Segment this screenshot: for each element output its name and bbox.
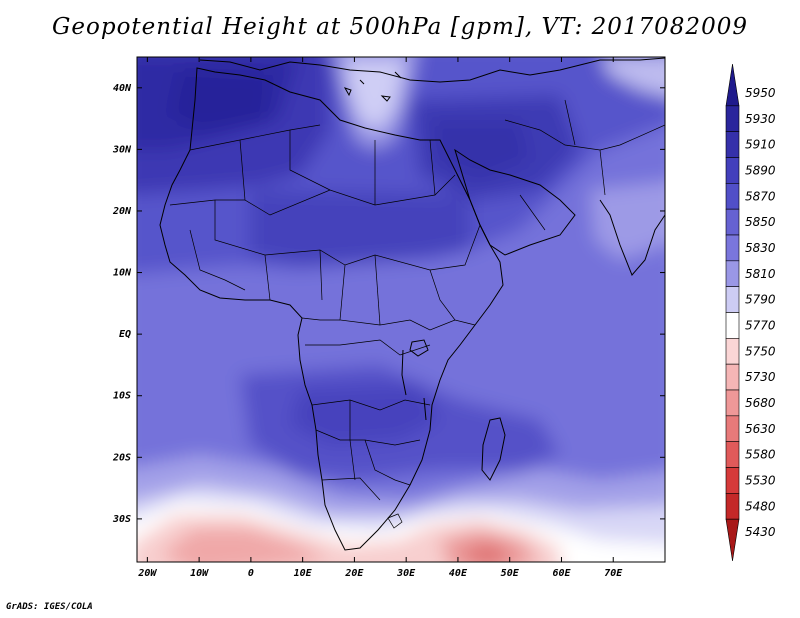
- geopotential-field: [137, 57, 665, 562]
- longitude-axis: 20W 10W 0 10E 20E 30E 40E 50E 60E 70E: [137, 57, 623, 579]
- colorbar-label: 5790: [745, 293, 776, 307]
- lon-tick-label: 70E: [604, 568, 623, 579]
- colorbar-swatch: [725, 131, 740, 158]
- lon-tick-label: 0: [248, 568, 254, 579]
- coastlines: [159, 57, 665, 551]
- colorbar-swatch: [725, 493, 740, 520]
- colorbar-label: 5850: [745, 215, 776, 229]
- colorbar-label: 5830: [745, 241, 776, 255]
- lat-tick-label: 20S: [112, 452, 131, 463]
- colorbar-swatch: [725, 234, 740, 262]
- colorbar-label: 5630: [745, 422, 776, 436]
- lake-malawi: [423, 397, 427, 421]
- colorbar-swatch: [725, 467, 740, 494]
- colorbar-swatch: [725, 363, 740, 391]
- arabia-coastline: [454, 148, 576, 256]
- colorbar-label: 5770: [745, 318, 776, 332]
- map-title: Geopotential Height at 500hPa [gpm], VT:…: [52, 14, 748, 40]
- lon-tick-label: 60E: [552, 568, 571, 579]
- madagascar: [481, 417, 506, 481]
- lat-tick-label: EQ: [119, 329, 131, 340]
- country-borders: [169, 99, 665, 529]
- map-frame: [136, 56, 666, 563]
- lon-tick-label: 10E: [294, 568, 313, 579]
- colorbar-label: 5730: [745, 370, 776, 384]
- latitude-axis: 40N 30N 20N 10N EQ 10S 20S 30S: [112, 83, 665, 525]
- colorbar-swatch: [725, 63, 740, 107]
- lat-tick-label: 40N: [113, 83, 132, 94]
- colorbar-label: 5750: [745, 344, 776, 358]
- lon-tick-label: 20E: [344, 568, 364, 579]
- colorbar-label: 5910: [745, 138, 776, 152]
- colorbar-label: 5870: [745, 189, 776, 203]
- lon-tick-label: 10W: [190, 568, 209, 579]
- europe-coastline: [199, 57, 665, 83]
- colorbar-swatch: [725, 286, 740, 313]
- colorbar-swatch: [725, 312, 740, 339]
- lat-tick-label: 10N: [113, 268, 132, 279]
- lat-tick-label: 20N: [112, 206, 132, 217]
- colorbar-swatch: [725, 415, 740, 442]
- lon-tick-label: 20W: [137, 568, 157, 579]
- colorbar-swatch: [725, 208, 740, 236]
- lon-tick-label: 50E: [501, 568, 520, 579]
- colorbar: 5950 5930 5910 5890 5870 5850 5830 5810 5790 5770…: [725, 63, 776, 562]
- colorbar-swatch: [725, 518, 740, 562]
- colorbar-label: 5580: [745, 448, 776, 462]
- lat-tick-label: 10S: [113, 391, 131, 402]
- colorbar-swatch: [725, 389, 740, 417]
- colorbar-label: 5950: [745, 86, 776, 100]
- colorbar-label: 5890: [745, 163, 776, 177]
- mediterranean-islands: [343, 71, 402, 102]
- colorbar-swatch: [725, 157, 740, 184]
- lake-victoria: [409, 339, 429, 357]
- lat-tick-label: 30S: [112, 514, 131, 525]
- india-coastline: [599, 199, 665, 276]
- lon-tick-label: 40E: [449, 568, 468, 579]
- colorbar-label: 5680: [745, 396, 776, 410]
- colorbar-swatch: [725, 441, 740, 468]
- colorbar-label: 5430: [745, 525, 776, 539]
- africa-coastline: [159, 67, 504, 551]
- colorbar-swatch: [725, 260, 740, 287]
- colorbar-swatch: [725, 338, 740, 365]
- lake-tanganyika: [401, 349, 407, 396]
- lon-tick-label: 30E: [396, 568, 416, 579]
- colorbar-swatch: [725, 105, 740, 132]
- colorbar-label: 5930: [745, 112, 776, 126]
- lat-tick-label: 30N: [112, 144, 132, 155]
- colorbar-label: 5480: [745, 499, 776, 513]
- colorbar-swatch: [725, 183, 740, 210]
- grads-credit: GrADS: IGES/COLA: [6, 602, 93, 612]
- colorbar-label: 5530: [745, 473, 776, 487]
- colorbar-label: 5810: [745, 267, 776, 281]
